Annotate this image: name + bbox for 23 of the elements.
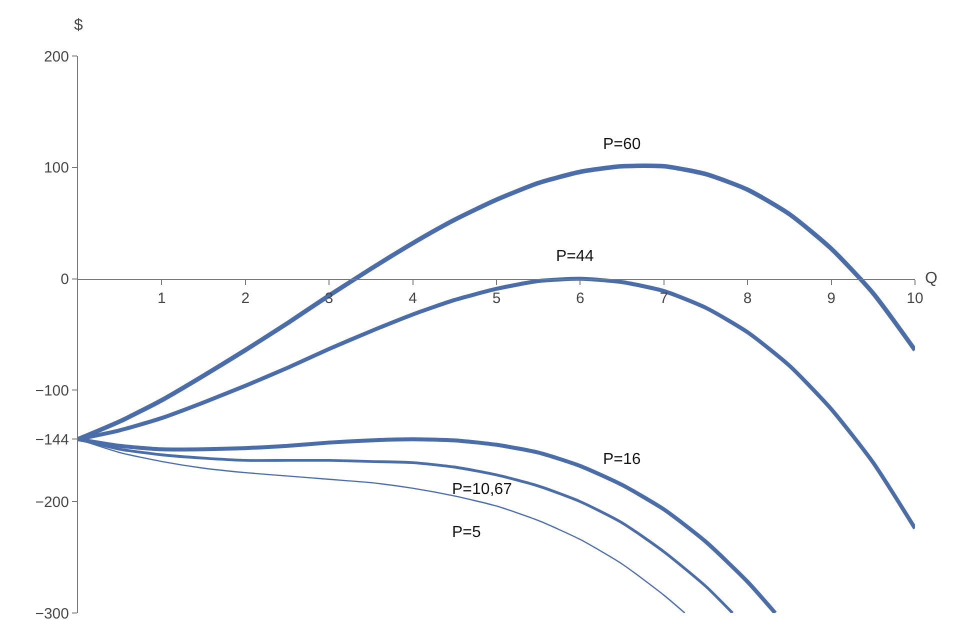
y-tick-label: 200 — [44, 48, 69, 66]
y-axis-title: $ — [74, 17, 83, 34]
y-tick-label: −100 — [35, 382, 69, 400]
x-tick-label: 10 — [906, 290, 924, 307]
x-tick-label: 7 — [660, 290, 668, 307]
y-tick-label: 100 — [44, 160, 69, 177]
x-tick-label: 8 — [743, 290, 752, 307]
series-label: P=44 — [556, 248, 594, 265]
x-tick-label: 2 — [241, 290, 250, 307]
series-label: P=10,67 — [452, 481, 512, 498]
x-tick-label: 5 — [492, 290, 501, 307]
x-tick-label: 6 — [576, 290, 584, 307]
series-label: P=5 — [452, 524, 482, 541]
series-label: P=16 — [603, 451, 641, 468]
y-tick-label: 0 — [60, 271, 69, 288]
y-tick-label: −144 — [35, 431, 69, 448]
x-axis-title: Q — [925, 270, 938, 287]
x-tick-label: 1 — [158, 290, 166, 307]
series-label: P=60 — [603, 136, 641, 153]
y-tick-label: −300 — [35, 605, 69, 622]
x-tick-label: 9 — [827, 290, 836, 307]
x-tick-label: 4 — [408, 290, 417, 307]
y-tick-label: −200 — [35, 494, 69, 511]
